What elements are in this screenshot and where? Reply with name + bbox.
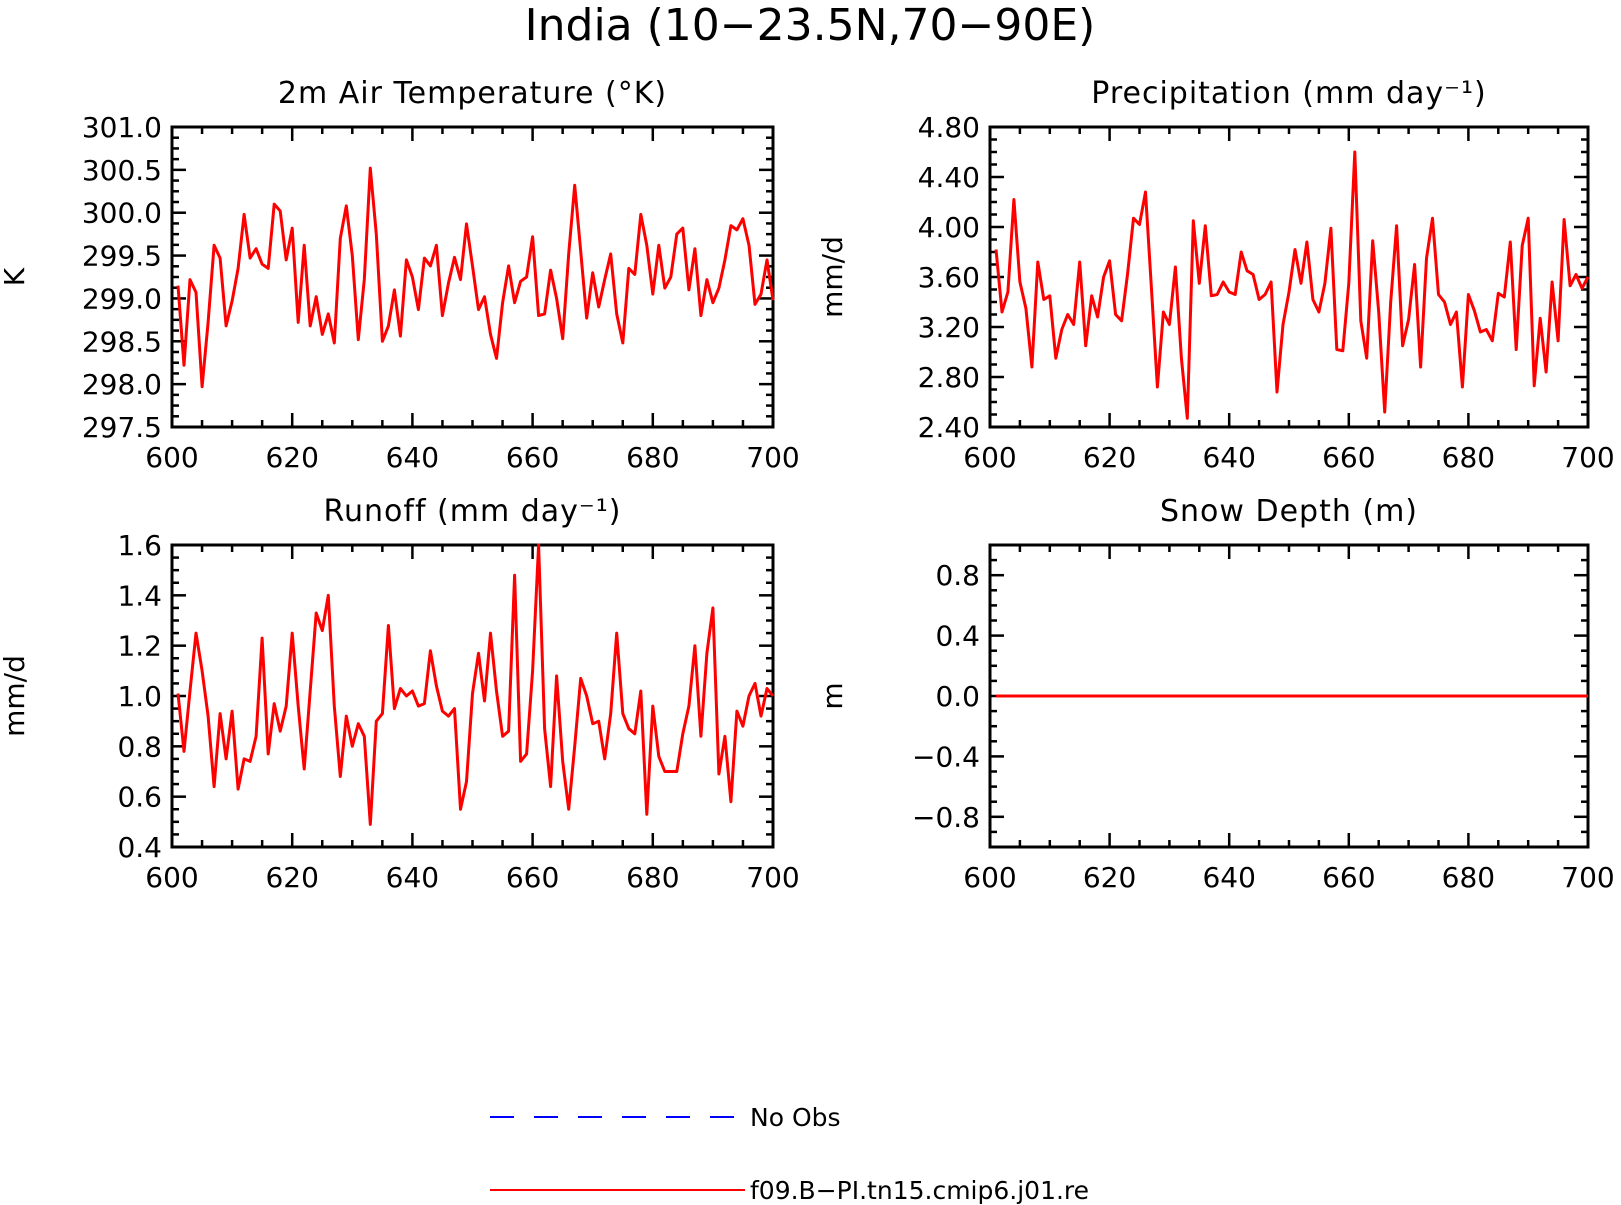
air-temperature-ytick-label: 300.5 — [82, 154, 162, 187]
snow-depth-ytick-label: −0.8 — [912, 801, 980, 834]
air-temperature-series-line — [176, 166, 775, 389]
precipitation-title: Precipitation (mm day⁻¹) — [1091, 76, 1486, 111]
air-temperature-ytick-label: 298.0 — [82, 368, 162, 401]
precipitation-ytick-label: 4.40 — [918, 161, 980, 194]
snow-depth-title: Snow Depth (m) — [1160, 494, 1418, 529]
runoff-ytick-label: 0.4 — [117, 831, 162, 864]
air-temperature-ytick-label: 300.0 — [82, 197, 162, 230]
air-temperature-ylabel: K — [0, 267, 31, 286]
panel-runoff: Runoff (mm day⁻¹) mm/d 600 620 640 660 680 700 0… — [0, 494, 800, 894]
snow-depth-xtick-label: 640 — [1202, 861, 1255, 894]
air-temperature-ytick-label: 299.5 — [82, 240, 162, 273]
snow-depth-ytick-label: 0.4 — [935, 620, 980, 653]
runoff-xtick-label: 640 — [386, 861, 439, 894]
precipitation-series-line — [994, 150, 1590, 420]
runoff-series-line — [176, 543, 775, 826]
precipitation-ytick-label: 3.20 — [918, 311, 980, 344]
air-temperature-ytick-label: 299.0 — [82, 282, 162, 315]
runoff-xtick-label: 660 — [506, 861, 559, 894]
air-temperature-xtick-label: 700 — [746, 441, 799, 474]
snow-depth-xtick-label: 680 — [1442, 861, 1495, 894]
precipitation-xtick-label: 700 — [1561, 441, 1614, 474]
legend-label-model-run: f09.B−PI.tn15.cmip6.j01.re — [750, 1176, 1089, 1205]
runoff-ytick-label: 0.8 — [117, 730, 162, 763]
runoff-ytick-label: 0.6 — [117, 781, 162, 814]
snow-depth-xtick-label: 660 — [1322, 861, 1375, 894]
runoff-ytick-label: 1.4 — [117, 579, 162, 612]
figure-title: India (10−23.5N,70−90E) — [525, 0, 1096, 51]
air-temperature-xtick-label: 640 — [386, 441, 439, 474]
air-temperature-xtick-label: 660 — [506, 441, 559, 474]
precipitation-xtick-label: 680 — [1442, 441, 1495, 474]
precipitation-ytick-label: 2.40 — [918, 411, 980, 444]
air-temperature-frame — [170, 125, 775, 429]
air-temperature-xtick-label: 680 — [626, 441, 679, 474]
precipitation-ytick-label: 4.00 — [918, 211, 980, 244]
air-temperature-xtick-label: 600 — [145, 441, 198, 474]
snow-depth-ytick-label: 0.8 — [935, 559, 980, 592]
precipitation-ylabel: mm/d — [816, 236, 849, 318]
snow-depth-ytick-label: −0.4 — [912, 740, 980, 773]
runoff-title: Runoff (mm day⁻¹) — [324, 494, 622, 529]
panel-snow-depth: Snow Depth (m) m 600 620 640 660 680 700 −0.8 −0.… — [816, 494, 1615, 894]
legend-label-no-obs: No Obs — [750, 1103, 841, 1132]
snow-depth-xtick-label: 620 — [1083, 861, 1136, 894]
precipitation-xtick-label: 600 — [963, 441, 1016, 474]
runoff-xtick-label: 700 — [746, 861, 799, 894]
panel-air-temperature: 2m Air Temperature (°K) K 600 620 640 660 680 7… — [0, 76, 800, 474]
precipitation-ytick-label: 3.60 — [918, 261, 980, 294]
air-temperature-title: 2m Air Temperature (°K) — [278, 76, 667, 111]
air-temperature-ytick-label: 297.5 — [82, 411, 162, 444]
precipitation-xtick-label: 640 — [1202, 441, 1255, 474]
legend: No Obs f09.B−PI.tn15.cmip6.j01.re — [490, 1103, 1089, 1205]
air-temperature-ytick-label: 301.0 — [82, 111, 162, 144]
snow-depth-ylabel: m — [816, 682, 849, 709]
air-temperature-ytick-label: 298.5 — [82, 325, 162, 358]
runoff-ytick-label: 1.0 — [117, 680, 162, 713]
snow-depth-xtick-label: 600 — [963, 861, 1016, 894]
runoff-xtick-label: 620 — [265, 861, 318, 894]
runoff-ytick-label: 1.6 — [117, 529, 162, 562]
precipitation-ytick-label: 4.80 — [918, 111, 980, 144]
snow-depth-xtick-label: 700 — [1561, 861, 1614, 894]
snow-depth-ytick-label: 0.0 — [935, 680, 980, 713]
precipitation-ytick-label: 2.80 — [918, 361, 980, 394]
precipitation-xtick-label: 620 — [1083, 441, 1136, 474]
runoff-ylabel: mm/d — [0, 655, 31, 737]
panel-precipitation: Precipitation (mm day⁻¹) mm/d 600 620 640 660… — [816, 76, 1615, 474]
precipitation-xtick-label: 660 — [1322, 441, 1375, 474]
air-temperature-xtick-label: 620 — [265, 441, 318, 474]
runoff-ytick-label: 1.2 — [117, 630, 162, 663]
runoff-xtick-label: 680 — [626, 861, 679, 894]
runoff-xtick-label: 600 — [145, 861, 198, 894]
